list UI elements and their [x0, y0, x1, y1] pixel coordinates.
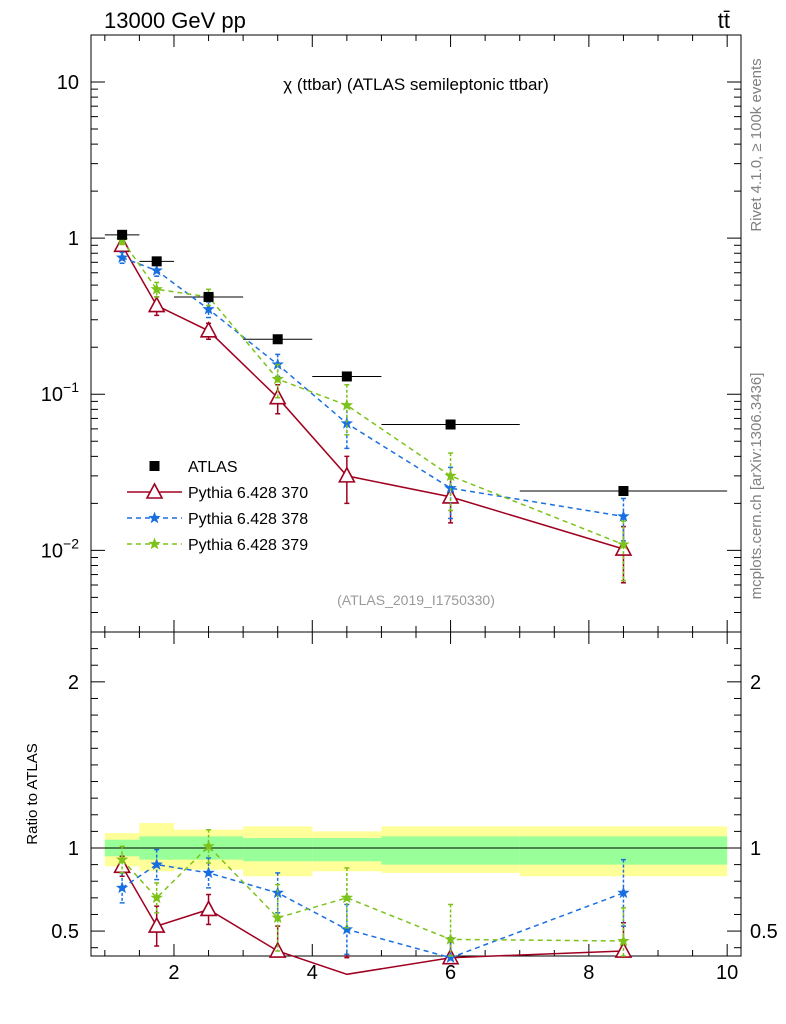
legend: ATLAS Pythia 6.428 370 Pythia 6.428 378 Pyt… — [127, 459, 308, 554]
mcplots-label: mcplots.cern.ch [arXiv:1306.3436] — [748, 373, 765, 600]
ratio-y-tick-label-right: 2 — [750, 672, 761, 694]
main-pythia-6-428-378-point — [150, 264, 163, 276]
ratio-pythia-6-428-378-point — [340, 922, 354, 935]
main-pythia-6-428-370-point — [199, 321, 218, 338]
legend-pythia-6-428-370-label: Pythia 6.428 370 — [188, 485, 308, 502]
ratio-plot-frame — [90, 631, 742, 957]
analysis-label: (ATLAS_2019_I1750330) — [337, 592, 495, 608]
main-atlas-point — [151, 256, 162, 267]
legend-pythia-6-428-379-label: Pythia 6.428 379 — [188, 537, 308, 554]
ratio-y-tick-label-right: 1 — [750, 838, 761, 860]
ratio-inner-band — [312, 838, 382, 862]
ratio-pythia-6-428-379-point — [444, 932, 457, 945]
y-tick-label: 1 — [68, 228, 79, 250]
x-tick-label: 8 — [583, 962, 594, 984]
ratio-y-axis-label: Ratio to ATLAS — [24, 743, 41, 844]
main-pythia-6-428-378-point — [340, 416, 354, 429]
main-atlas-point — [341, 371, 352, 382]
main-pythia-6-428-379-point — [444, 469, 457, 482]
y-tick-label: 10−1 — [41, 379, 79, 406]
main-atlas-point — [445, 419, 456, 430]
ratio-y-tick-label-right: 0.5 — [750, 921, 778, 943]
ratio-uncertainty-bands — [91, 823, 741, 877]
main-pythia-6-428-378-point — [444, 481, 457, 494]
process-label: tt̄ — [718, 8, 730, 33]
main-pythia-6-428-370-line — [121, 244, 624, 550]
ratio-pythia-6-428-378-point — [444, 951, 457, 963]
ratio-pythia-6-428-379-point — [271, 911, 284, 924]
legend-pythia-6-428-370-marker — [145, 482, 164, 499]
x-tick-label: 6 — [445, 962, 456, 984]
x-tick-label: 4 — [307, 962, 318, 984]
main-pythia-6-428-379-point — [340, 398, 354, 411]
x-tick-label: 10 — [716, 962, 738, 984]
legend-pythia-6-428-379-marker — [148, 537, 161, 550]
legend-pythia-6-428-378-marker — [148, 511, 161, 524]
legend-atlas-marker — [149, 461, 160, 471]
main-pythia-6-428-370-point — [338, 466, 356, 483]
ratio-pythia-6-428-379-point — [340, 891, 354, 904]
ratio-pythia-6-428-378-point — [617, 886, 630, 899]
main-pythia-6-428-378-line — [121, 256, 624, 518]
main-pythia-6-428-379-point — [617, 538, 630, 550]
ratio-pythia-6-428-379-point — [150, 891, 163, 904]
ratio-pythia-6-428-370-point — [199, 899, 218, 917]
y-tick-label: 10 — [57, 72, 79, 94]
rivet-version-label: Rivet 4.1.0, ≥ 100k events — [748, 58, 765, 231]
ratio-pythia-6-428-379-point — [202, 839, 215, 852]
y-tick-label: 10−2 — [41, 535, 79, 562]
ratio-pythia-6-428-378-line — [121, 863, 624, 959]
ratio-y-tick-label: 2 — [68, 672, 79, 694]
main-pythia-6-428-378-point — [617, 509, 630, 522]
main-atlas-point — [203, 291, 214, 302]
ratio-pythia-6-428-370-line — [121, 865, 624, 976]
ratio-pythia-6-428-378-point — [202, 866, 215, 879]
main-pythia-6-428-379-point — [150, 282, 163, 295]
energy-label: 13000 GeV pp — [104, 8, 246, 33]
axis-ticks: 2 4 6 8 10 10−2 10−1 1 10 0.5 0.5 1 1 2 2 — [41, 34, 778, 984]
x-tick-label: 2 — [168, 962, 179, 984]
ratio-inner-band — [243, 838, 313, 862]
ratio-pythia-6-428-378-point — [150, 858, 163, 870]
main-pythia-6-428-370-point — [147, 295, 166, 313]
legend-atlas-label: ATLAS — [188, 459, 238, 476]
ratio-y-tick-label: 0.5 — [51, 921, 79, 943]
main-pythia-6-428-378-point — [202, 302, 215, 315]
main-atlas-point — [618, 486, 629, 497]
main-atlas-point — [117, 229, 128, 240]
main-pythia-6-428-378-point — [115, 251, 129, 263]
chart-title: χ (ttbar) (ATLAS semileptonic ttbar) — [283, 75, 549, 94]
data-series — [104, 229, 728, 976]
legend-pythia-6-428-378-label: Pythia 6.428 378 — [188, 511, 308, 528]
ratio-inner-band — [381, 836, 520, 865]
ratio-y-tick-label: 1 — [68, 838, 79, 860]
ratio-pythia-6-428-370-point — [147, 916, 166, 933]
main-atlas-point — [272, 334, 283, 345]
ratio-pythia-6-428-378-point — [115, 881, 129, 894]
main-pythia-6-428-379-point — [271, 372, 284, 385]
ratio-pythia-6-428-379-point — [115, 853, 129, 865]
ratio-pythia-6-428-379-point — [617, 934, 630, 947]
